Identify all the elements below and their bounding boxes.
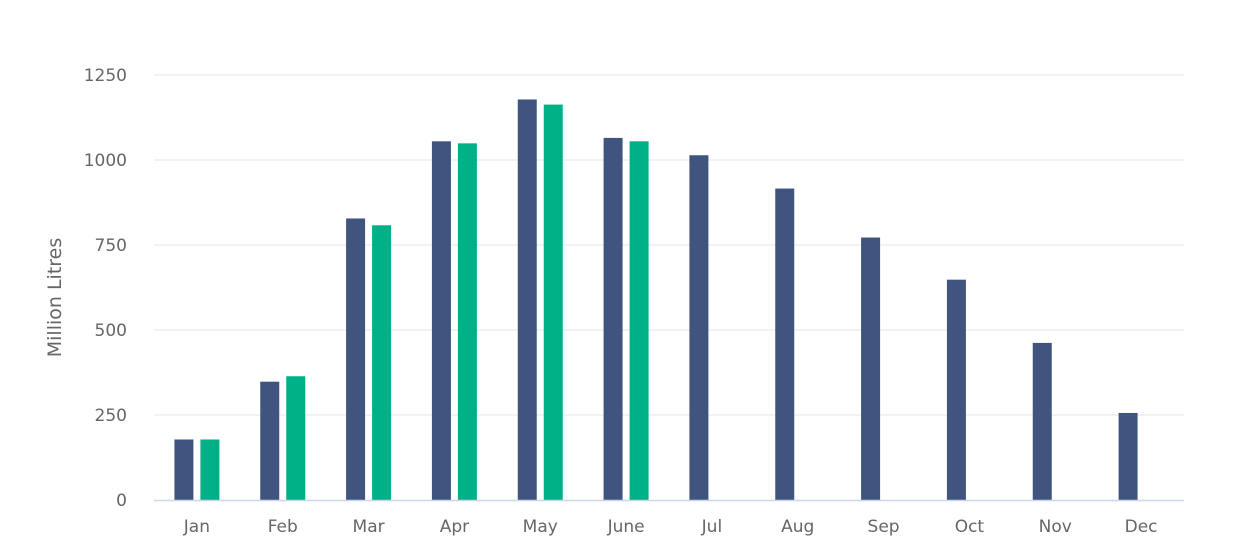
bar-jan-series-2 — [200, 439, 220, 500]
bar-dec-series-1 — [1118, 412, 1138, 500]
x-tick-label: May — [523, 517, 558, 537]
y-tick-label: 750 — [95, 236, 127, 256]
x-tick-label: Apr — [440, 517, 469, 537]
y-tick-label: 0 — [116, 491, 127, 511]
bar-june-series-2 — [629, 141, 649, 501]
x-tick-label: Nov — [1039, 517, 1072, 537]
bar-aug-series-1 — [775, 188, 795, 500]
bar-may-series-2 — [543, 104, 563, 500]
bar-oct-series-1 — [946, 279, 966, 500]
x-axis-ticks: Jan Feb Mar Apr May June Jul Aug Sep Oct Nov Dec — [183, 517, 1158, 537]
bar-june-series-1 — [603, 137, 623, 500]
bar-jan-series-1 — [174, 439, 194, 500]
x-tick-label: Jul — [701, 517, 723, 537]
bar-sep-series-1 — [861, 237, 881, 500]
y-tick-label: 1250 — [84, 66, 127, 86]
bar-apr-series-2 — [457, 143, 477, 500]
x-tick-label: Oct — [955, 517, 985, 537]
x-tick-label: Mar — [353, 517, 385, 537]
x-tick-label: Feb — [268, 517, 298, 537]
x-tick-label: Aug — [781, 517, 814, 537]
x-tick-label: Jan — [183, 517, 210, 537]
bar-feb-series-1 — [260, 381, 280, 500]
x-tick-label: June — [607, 517, 645, 537]
x-tick-label: Dec — [1125, 517, 1158, 537]
bars — [174, 99, 1138, 501]
bar-nov-series-1 — [1032, 342, 1052, 500]
y-tick-label: 500 — [95, 321, 127, 341]
gridlines — [154, 74, 1184, 416]
y-tick-label: 250 — [95, 406, 127, 426]
bar-may-series-1 — [517, 99, 537, 500]
x-tick-label: Sep — [868, 517, 900, 537]
y-tick-label: 1000 — [84, 151, 127, 171]
y-axis-ticks: 0 250 500 750 1000 1250 — [84, 66, 127, 511]
bar-mar-series-2 — [372, 225, 392, 500]
bar-feb-series-2 — [286, 376, 306, 500]
bar-jul-series-1 — [689, 155, 709, 501]
y-axis-title: Million Litres — [44, 238, 66, 358]
bar-apr-series-1 — [431, 141, 451, 501]
bar-mar-series-1 — [346, 218, 366, 501]
